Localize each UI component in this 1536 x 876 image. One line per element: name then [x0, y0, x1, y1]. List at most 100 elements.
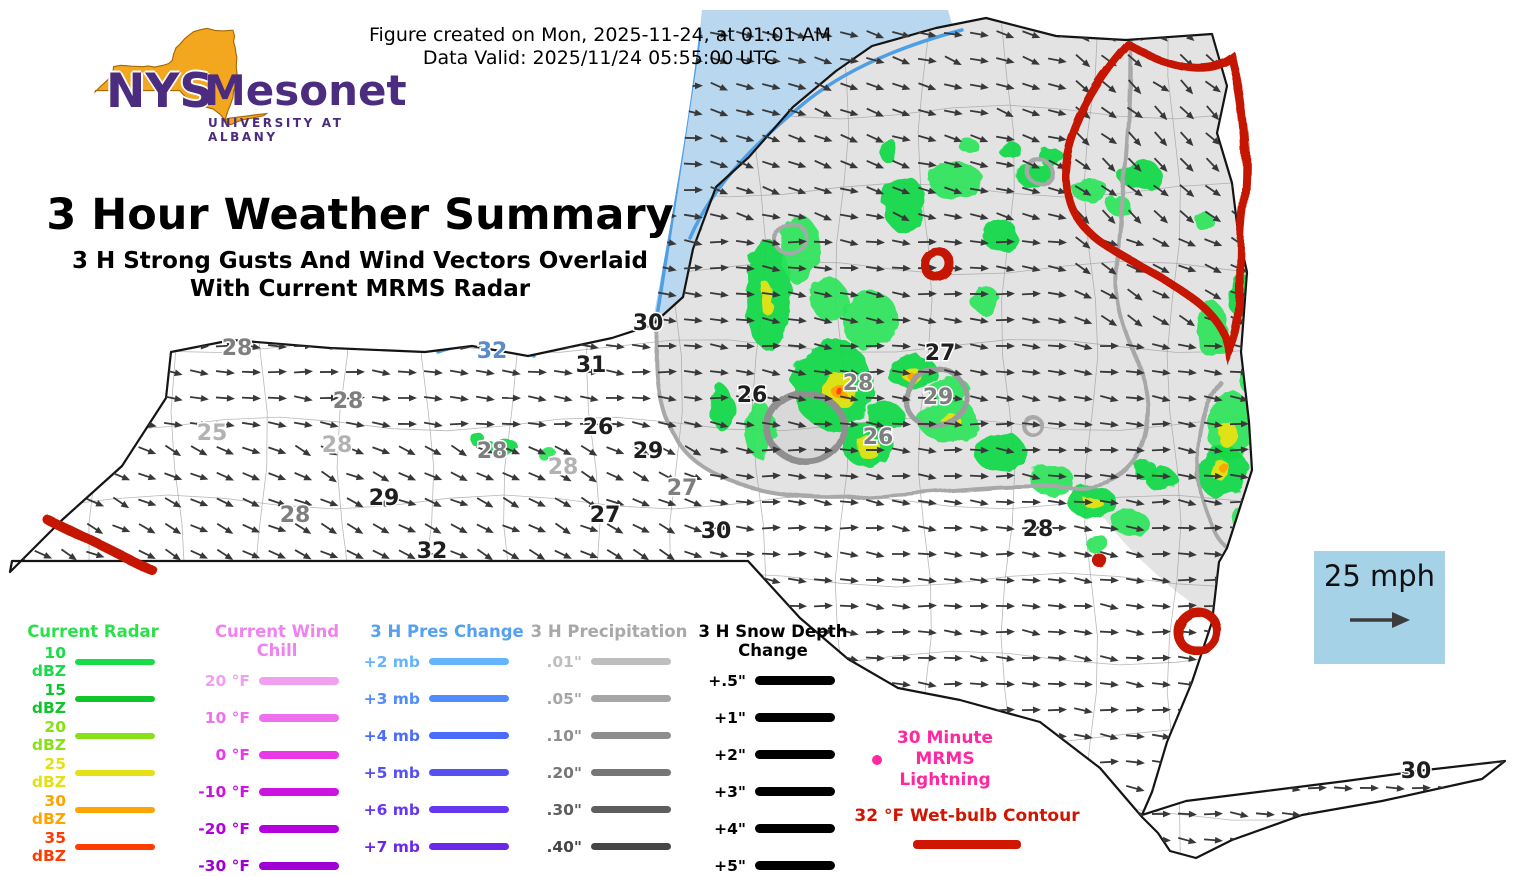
legend-line-swatch — [75, 843, 155, 850]
legend-row: -10 °F — [192, 773, 362, 810]
gust-label: 28 — [333, 389, 364, 414]
legend-row: +6 mb — [362, 791, 532, 828]
page-subtitle-line2: With Current MRMS Radar — [189, 276, 531, 302]
legend-row: .10" — [524, 717, 694, 754]
data-valid-text: Data Valid: 2025/11/24 05:55:00 UTC — [422, 47, 778, 69]
legend-row-label: +7 mb — [363, 837, 420, 856]
legend-wetbulb: 32 °F Wet-bulb Contour — [852, 806, 1082, 849]
legend-row: +5 mb — [362, 754, 532, 791]
gust-label: 30 — [701, 519, 732, 544]
legend-row-label: .40" — [546, 837, 582, 856]
legend-row: 25 dBZ — [8, 754, 178, 791]
figure-created-text: Figure created on Mon, 2025-11-24, at 01… — [368, 24, 832, 46]
legend-row: 10 °F — [192, 699, 362, 736]
legend-row-label: 30 dBZ — [31, 791, 66, 828]
gust-label: 29 — [633, 439, 664, 464]
logo-nys-text: NYS — [106, 64, 214, 119]
legend-row: 20 °F — [192, 662, 362, 699]
legend-column-title: Current Radar — [27, 622, 159, 641]
legend-column-5: 3 H Snow Depth Change +.5" +1" +2" +3" +4" +5" — [688, 622, 858, 876]
legend-row: -30 °F — [192, 847, 362, 876]
gust-label: 27 — [667, 476, 698, 501]
legend-row-label: 10 dBZ — [31, 643, 66, 680]
legend-row-label: +2" — [714, 745, 746, 764]
gust-label: 32 — [477, 339, 508, 364]
legend-column-title: 3 H Snow Depth Change — [698, 622, 848, 660]
legend-row: 10 dBZ — [8, 643, 178, 680]
legend-line-swatch — [591, 732, 671, 739]
legend-line-swatch — [591, 806, 671, 813]
gust-label: 29 — [923, 385, 954, 410]
legend-row: +1" — [688, 699, 858, 736]
wetbulb-line-swatch — [913, 840, 1021, 849]
wetbulb-contours — [41, 40, 1250, 656]
legend-row: +5" — [688, 847, 858, 876]
legend-row-label: 15 dBZ — [31, 680, 66, 717]
legend-row-label: +5 mb — [363, 763, 420, 782]
gust-label: 28 — [548, 455, 579, 480]
gust-label: 28 — [280, 503, 311, 528]
title-block: 3 Hour Weather Summary 3 H Strong Gusts … — [40, 190, 680, 302]
legend-row: 15 dBZ — [8, 680, 178, 717]
legend-column-title: 3 H Precipitation — [530, 622, 688, 641]
legend-row: .20" — [524, 754, 694, 791]
gust-label: 29 — [369, 486, 400, 511]
legend-line-swatch — [75, 806, 155, 813]
legend-row-label: .01" — [546, 652, 582, 671]
legend-row: -20 °F — [192, 810, 362, 847]
page-title: 3 Hour Weather Summary — [46, 190, 674, 240]
legend-row-label: -30 °F — [198, 856, 250, 875]
legend-row: .05" — [524, 680, 694, 717]
legend-row-label: -20 °F — [198, 819, 250, 838]
legend-line-swatch — [429, 695, 509, 702]
legend-row-label: .20" — [546, 763, 582, 782]
legend-row: .30" — [524, 791, 694, 828]
legend-row-label: .10" — [546, 726, 582, 745]
legend-line-swatch — [259, 713, 339, 722]
legend-line-swatch — [591, 843, 671, 850]
gust-label: 28 — [477, 439, 508, 464]
legend-line-swatch — [755, 861, 835, 870]
legend-line-swatch — [75, 732, 155, 739]
legend-line-swatch — [591, 769, 671, 776]
legend-row-label: 20 dBZ — [31, 717, 66, 754]
legend-column-title: Current Wind Chill — [214, 622, 340, 660]
legend-line-swatch — [429, 658, 509, 665]
legend-row-label: 25 dBZ — [31, 754, 66, 791]
wind-speed-reference: 25 mph — [1314, 551, 1445, 664]
legend-row-label: +2 mb — [363, 652, 420, 671]
legend-row-label: +5" — [714, 856, 746, 875]
lightning-label: 30 Minute MRMS Lightning — [896, 728, 994, 790]
legend-row-label: 35 dBZ — [31, 828, 66, 865]
nys-mesonet-logo: NYS Mesonet UNIVERSITY AT ALBANY — [56, 4, 407, 194]
legend-line-swatch — [755, 676, 835, 685]
legend-row: +2" — [688, 736, 858, 773]
legend-line-swatch — [75, 769, 155, 776]
legend-row-label: .30" — [546, 800, 582, 819]
legend-line-swatch — [591, 658, 671, 665]
legend-row-label: 10 °F — [204, 708, 250, 727]
legend-row-label: .05" — [546, 689, 582, 708]
legend-column-title: 3 H Pres Change — [370, 622, 524, 641]
legend-line-swatch — [259, 750, 339, 759]
gust-label: 30 — [1401, 759, 1432, 784]
legend-row-label: +3" — [714, 782, 746, 801]
gust-label: 28 — [1023, 517, 1054, 542]
legend-column-1: Current Radar 10 dBZ 15 dBZ 20 dBZ 25 dBZ 30 … — [8, 622, 178, 865]
wetbulb-label: 32 °F Wet-bulb Contour — [854, 806, 1080, 826]
legend-row-label: +3 mb — [363, 689, 420, 708]
legend-line-swatch — [75, 658, 155, 665]
legend-row: +3" — [688, 773, 858, 810]
legend-line-swatch — [755, 787, 835, 796]
wind-vector-icon — [1349, 612, 1410, 628]
legend-line-swatch — [75, 695, 155, 702]
legend-row: +7 mb — [362, 828, 532, 865]
legend-row-label: 20 °F — [204, 671, 250, 690]
legend-row-label: -10 °F — [198, 782, 250, 801]
legend-row-label: +4" — [714, 819, 746, 838]
legend-line-swatch — [429, 732, 509, 739]
legend-line-swatch — [429, 806, 509, 813]
gust-label: 25 — [197, 421, 228, 446]
